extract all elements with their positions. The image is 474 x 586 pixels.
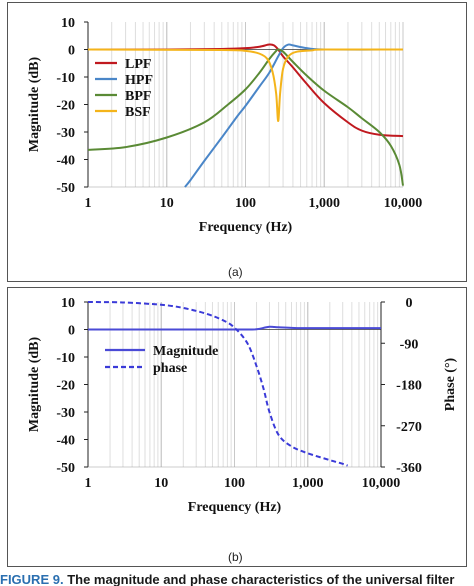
x-tick-label: 10,000 [384,196,423,211]
y-tick-label: -50 [56,181,75,196]
y-tick-label: -30 [56,126,75,141]
chart-a-svg: 1 10 100 1,000 10,000100-10-20-30-40-50Frequ… [27,16,423,235]
legend-label-lpf: LPF [125,57,151,72]
y-axis-title: Magnitude (dB) [27,57,42,153]
legend-label-bsf: BSF [125,105,151,120]
y2-axis-title: Phase (°) [443,357,458,411]
chart-panel-b: 1 10 100 1,000 10,000 10 0 -10 -20 -30 -40 -50 0 -90-… [7,287,467,567]
y-tick-label: 0 [68,324,75,339]
y-tick-label: -20 [56,379,75,394]
y-tick-label: 10 [61,16,75,31]
y2-tick-label: -180 [396,379,422,394]
panel-label-a: (a) [228,265,243,279]
x-axis-title: Frequency (Hz) [199,220,293,235]
series-line-magnitude [88,325,382,331]
figure-caption: FIGURE 9. The magnitude and phase charac… [0,572,474,586]
y-tick-label: -40 [56,154,75,169]
caption-text: The magnitude and phase characteristics … [67,572,455,586]
y2-tick-label: 0 [406,296,413,311]
legend-label-magnitude: Magnitude [153,344,218,359]
series-line-hpf [184,43,404,188]
legend-label-phase: phase [153,361,187,376]
x-tick-label: 1,000 [292,476,324,491]
legend-label-hpf: HPF [125,73,153,88]
x-axis-title: Frequency (Hz) [188,500,282,515]
y-tick-label: 0 [68,44,75,59]
figure-label: FIGURE 9. [0,572,64,586]
x-tick-label: 1,000 [309,196,341,211]
x-tick-label: 10,000 [362,476,401,491]
x-tick-label: 1 [85,196,92,211]
series-line-phase [88,301,348,467]
x-tick-label: 10 [160,196,174,211]
y-tick-label: -10 [56,351,75,366]
y-tick-label: 10 [61,296,75,311]
chart-panel-a: 1 10 100 1,000 10,000 10 0 -10 -20 -30 -40 -50 Frequ… [7,2,467,282]
panel-label-b: (b) [228,550,243,564]
x-tick-label: 10 [154,476,168,491]
x-tick-label: 1 [85,476,92,491]
y-axis-title: Magnitude (dB) [27,337,42,433]
chart-b-svg: 1 10 100 1,000 10,000100-10-20-30-40-500-90-… [27,296,458,515]
y2-tick-label: -270 [396,420,422,435]
x-tick-label: 100 [224,476,245,491]
y-tick-label: -50 [56,461,75,476]
legend-label-bpf: BPF [125,89,151,104]
series-line-bsf [88,48,404,123]
y2-tick-label: -360 [396,461,422,476]
y-tick-label: -40 [56,434,75,449]
y2-tick-label: -90 [400,337,419,352]
y-tick-label: -10 [56,71,75,86]
y-tick-label: -30 [56,406,75,421]
x-tick-label: 100 [235,196,256,211]
series-line-bpf [88,48,404,186]
y-tick-label: -20 [56,99,75,114]
